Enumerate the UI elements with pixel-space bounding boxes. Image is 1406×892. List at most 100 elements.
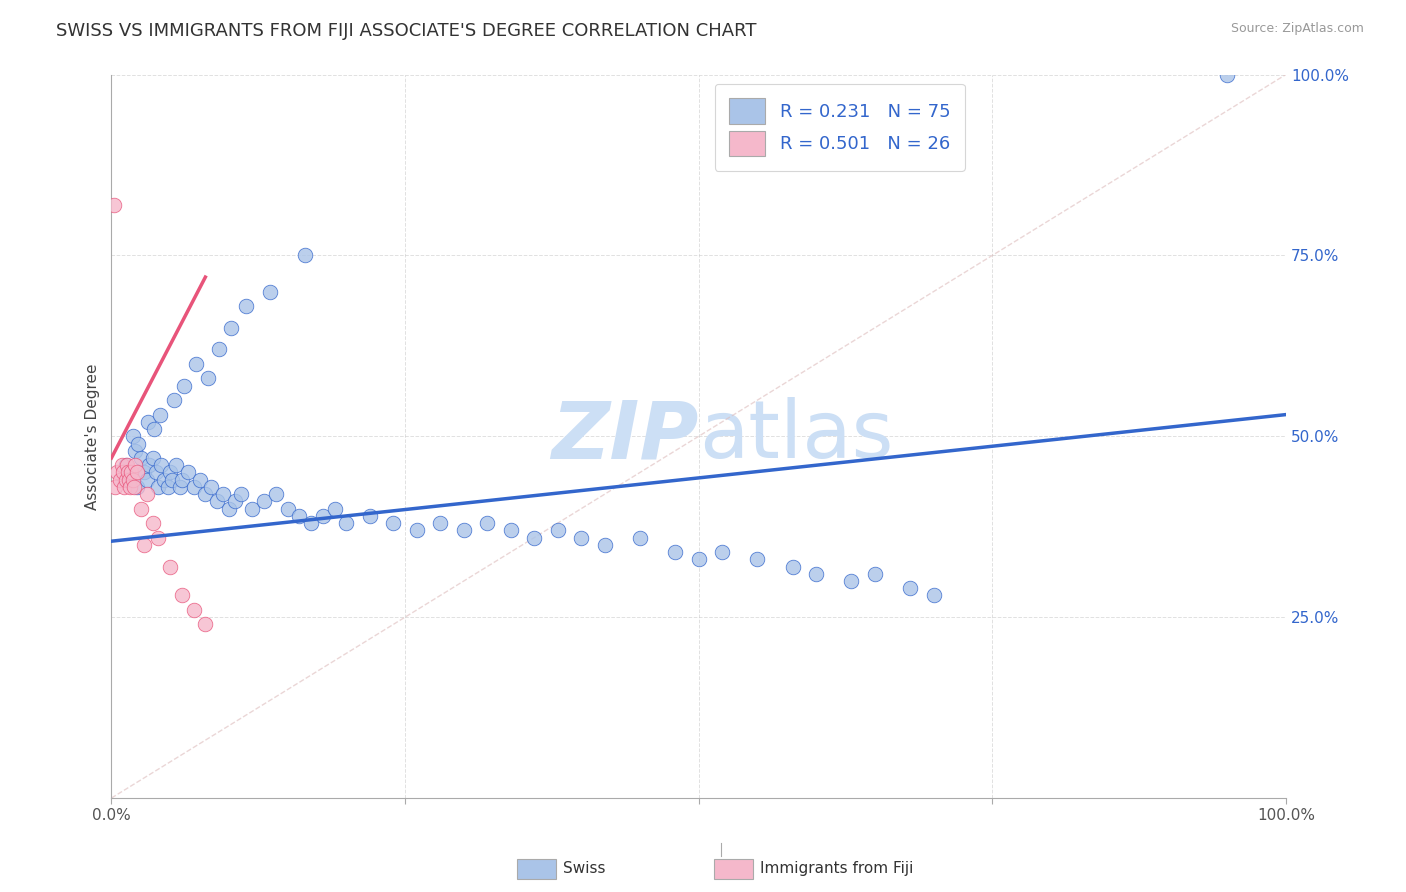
Point	[359, 508, 381, 523]
Point	[134, 538, 156, 552]
Y-axis label: Associate's Degree: Associate's Degree	[86, 363, 100, 509]
Point	[117, 466, 139, 480]
Point	[114, 458, 136, 473]
Point	[105, 466, 128, 480]
Point	[277, 501, 299, 516]
Point	[453, 524, 475, 538]
Point	[156, 480, 179, 494]
Text: Source: ZipAtlas.com: Source: ZipAtlas.com	[1230, 22, 1364, 36]
Point	[127, 480, 149, 494]
Point	[148, 531, 170, 545]
Point	[194, 487, 217, 501]
Point	[145, 466, 167, 480]
Point	[169, 480, 191, 494]
Point	[922, 589, 945, 603]
Point	[841, 574, 863, 588]
Point	[628, 531, 651, 545]
Point	[142, 422, 165, 436]
Point	[212, 487, 235, 501]
Point	[405, 524, 427, 538]
Point	[898, 581, 921, 595]
Point	[129, 450, 152, 465]
Point	[688, 552, 710, 566]
Point	[323, 501, 346, 516]
Point	[127, 466, 149, 480]
Point	[294, 248, 316, 262]
Point	[711, 545, 734, 559]
Point	[114, 473, 136, 487]
Point	[129, 501, 152, 516]
Point	[288, 508, 311, 523]
Point	[1216, 68, 1239, 82]
Point	[153, 473, 176, 487]
Point	[183, 480, 205, 494]
Point	[136, 415, 159, 429]
Point	[804, 566, 827, 581]
Point	[118, 473, 141, 487]
Point	[240, 501, 263, 516]
Point	[138, 458, 160, 473]
Point	[194, 617, 217, 632]
Point	[259, 285, 281, 299]
Point	[104, 480, 127, 494]
Point	[183, 603, 205, 617]
Point	[170, 473, 193, 487]
Point	[173, 378, 195, 392]
Point	[162, 473, 184, 487]
Point	[124, 443, 146, 458]
Point	[120, 466, 142, 480]
Point	[112, 466, 135, 480]
Point	[127, 436, 149, 450]
Point	[299, 516, 322, 530]
Point	[134, 466, 156, 480]
Point	[569, 531, 592, 545]
Point	[205, 494, 228, 508]
Point	[135, 487, 157, 501]
Point	[112, 480, 135, 494]
Point	[149, 458, 172, 473]
Point	[382, 516, 405, 530]
Point	[163, 393, 186, 408]
Point	[121, 429, 143, 443]
Point	[177, 466, 200, 480]
Point	[782, 559, 804, 574]
Text: SWISS VS IMMIGRANTS FROM FIJI ASSOCIATE'S DEGREE CORRELATION CHART: SWISS VS IMMIGRANTS FROM FIJI ASSOCIATE'…	[56, 22, 756, 40]
Point	[124, 458, 146, 473]
Point	[664, 545, 686, 559]
Point	[141, 516, 163, 530]
Point	[188, 473, 211, 487]
Point	[547, 524, 569, 538]
Point	[235, 299, 257, 313]
Point	[229, 487, 252, 501]
Point	[863, 566, 886, 581]
Point	[148, 480, 170, 494]
Point	[122, 480, 145, 494]
Point	[159, 559, 181, 574]
Point	[593, 538, 616, 552]
Point	[111, 458, 134, 473]
Point	[253, 494, 276, 508]
Point	[264, 487, 287, 501]
Point	[477, 516, 499, 530]
Point	[219, 320, 242, 334]
Point	[197, 371, 219, 385]
Point	[335, 516, 357, 530]
Point	[523, 531, 546, 545]
Point	[312, 508, 335, 523]
Point	[200, 480, 222, 494]
Point	[118, 473, 141, 487]
Point	[499, 524, 522, 538]
Point	[159, 466, 181, 480]
Text: ZIP: ZIP	[551, 397, 699, 475]
Point	[208, 343, 231, 357]
Point	[170, 589, 193, 603]
Point	[141, 450, 163, 465]
Point	[115, 458, 138, 473]
Point	[429, 516, 451, 530]
Point	[103, 198, 125, 212]
Point	[224, 494, 246, 508]
Point	[120, 480, 142, 494]
Text: Swiss: Swiss	[562, 862, 606, 876]
Point	[121, 473, 143, 487]
Point	[218, 501, 240, 516]
